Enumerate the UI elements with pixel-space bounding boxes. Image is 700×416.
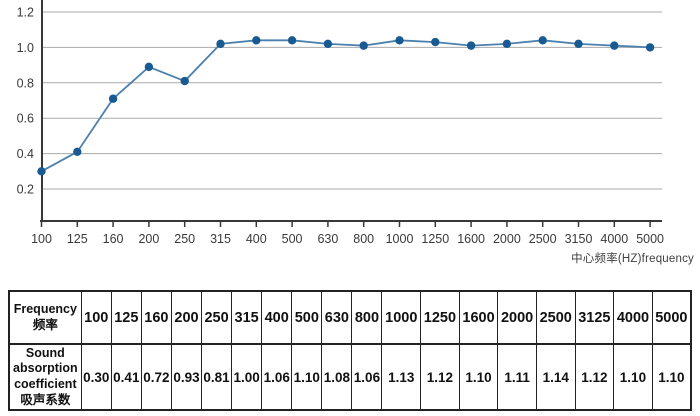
row-header-coefficient-zh: 吸声系数	[20, 392, 71, 407]
frequency-cell: 1000	[381, 290, 422, 345]
data-point	[395, 36, 404, 45]
coefficient-cell: 0.30	[80, 343, 112, 411]
row-header-frequency: Frequency 频率	[8, 290, 82, 345]
table-row-frequency: Frequency 频率 100 125 160 200 250 315 400 500 630…	[8, 290, 692, 345]
x-tick-label: 5000	[636, 232, 664, 246]
coefficient-cell: 1.11	[497, 343, 537, 411]
data-point	[108, 94, 118, 103]
coefficient-cell: 1.14	[535, 343, 576, 411]
data-point	[323, 39, 333, 49]
x-tick-label: 800	[353, 232, 374, 246]
coefficient-cell: 1.12	[574, 343, 615, 411]
coefficient-cell: 0.81	[201, 343, 233, 411]
coefficient-cell: 1.06	[351, 343, 383, 411]
coefficient-cell: 0.72	[140, 343, 172, 411]
coefficient-cell: 1.12	[420, 343, 460, 411]
frequency-cell: 4000	[613, 290, 653, 345]
x-tick-label: 1600	[457, 232, 485, 246]
frequency-cell: 630	[321, 290, 353, 345]
data-point	[144, 62, 154, 72]
x-tick-label: 500	[282, 232, 303, 246]
frequency-cell: 160	[140, 290, 172, 345]
row-header-frequency-en: Frequency	[13, 301, 77, 316]
x-tick-label: 1250	[421, 232, 449, 246]
line-series	[41, 39, 651, 173]
data-point	[538, 36, 547, 45]
coefficient-cell: 1.10	[613, 343, 653, 411]
y-tick-label: 1.2	[17, 6, 34, 20]
frequency-cell: 125	[110, 290, 142, 345]
frequency-cell: 800	[351, 290, 383, 345]
data-point	[502, 39, 512, 49]
data-point	[180, 76, 189, 86]
chart-canvas: 1.2 1.0 0.8 0.6 0.4 0.2 100 125 160 200 250 315 400 5…	[17, 0, 664, 246]
x-tick-label: 125	[67, 232, 88, 246]
data-point	[359, 41, 368, 50]
frequency-cell: 100	[80, 290, 112, 345]
x-tick-label: 2000	[493, 232, 521, 246]
x-tick-label: 4000	[600, 232, 628, 246]
x-tick-label: 160	[103, 232, 124, 246]
data-point	[574, 39, 583, 49]
coefficient-cell: 0.93	[170, 343, 203, 411]
coefficient-cell: 1.08	[321, 343, 353, 411]
data-point	[431, 37, 440, 47]
frequency-cell: 2500	[535, 290, 576, 345]
data-table: Frequency 频率 100 125 160 200 250 315 400 500 630…	[8, 290, 692, 411]
x-tick-label: 400	[246, 232, 267, 246]
coefficient-cell: 1.10	[291, 343, 323, 411]
y-tick-label: 1.0	[17, 41, 34, 55]
data-point	[610, 41, 619, 50]
frequency-cell: 1600	[458, 290, 499, 345]
x-axis-title: 中心频率(HZ)frequency	[571, 253, 694, 265]
x-tick-label: 2500	[529, 232, 557, 246]
frequency-cell: 1250	[420, 290, 460, 345]
data-point	[37, 167, 46, 176]
data-point	[466, 41, 476, 50]
y-tick-label: 0.6	[17, 112, 34, 126]
data-point	[287, 36, 297, 45]
y-tick-label: 0.4	[17, 147, 34, 161]
x-tick-label: 630	[317, 232, 338, 246]
data-point	[645, 43, 655, 52]
frequency-cell: 200	[170, 290, 203, 345]
coefficient-cell: 1.00	[231, 343, 263, 411]
row-header-coefficient-en: Sound absorption coefficient	[13, 345, 78, 391]
row-header-frequency-zh: 频率	[32, 317, 58, 332]
x-tick-label: 3150	[565, 232, 593, 246]
frequency-cell: 500	[291, 290, 323, 345]
coefficient-cell: 0.41	[110, 343, 142, 411]
data-point	[73, 147, 82, 157]
frequency-cell: 3125	[574, 290, 615, 345]
y-tick-label: 0.8	[17, 76, 34, 90]
frequency-cell: 2000	[497, 290, 537, 345]
row-header-coefficient: Sound absorption coefficient 吸声系数	[8, 343, 82, 411]
coefficient-cell: 1.06	[261, 343, 293, 411]
frequency-cell: 315	[231, 290, 263, 345]
coefficient-cell: 1.10	[458, 343, 499, 411]
y-tick-label: 0.2	[17, 183, 34, 197]
coefficient-cell: 1.10	[651, 343, 692, 411]
absorption-line-chart: 1.2 1.0 0.8 0.6 0.4 0.2 100 125 160 200 250 315 400 5…	[17, 0, 694, 265]
frequency-cell: 5000	[651, 290, 692, 345]
x-tick-label: 200	[138, 232, 159, 246]
table-row-coefficient: Sound absorption coefficient 吸声系数 0.30 0.…	[8, 343, 692, 411]
frequency-cell: 250	[201, 290, 233, 345]
frequency-cell: 400	[261, 290, 293, 345]
data-point	[216, 39, 225, 49]
x-tick-label: 1000	[386, 232, 414, 246]
data-point	[252, 36, 261, 45]
x-tick-label: 100	[31, 232, 52, 246]
x-tick-label: 315	[210, 232, 231, 246]
x-tick-label: 250	[174, 232, 195, 246]
coefficient-cell: 1.13	[381, 343, 422, 411]
